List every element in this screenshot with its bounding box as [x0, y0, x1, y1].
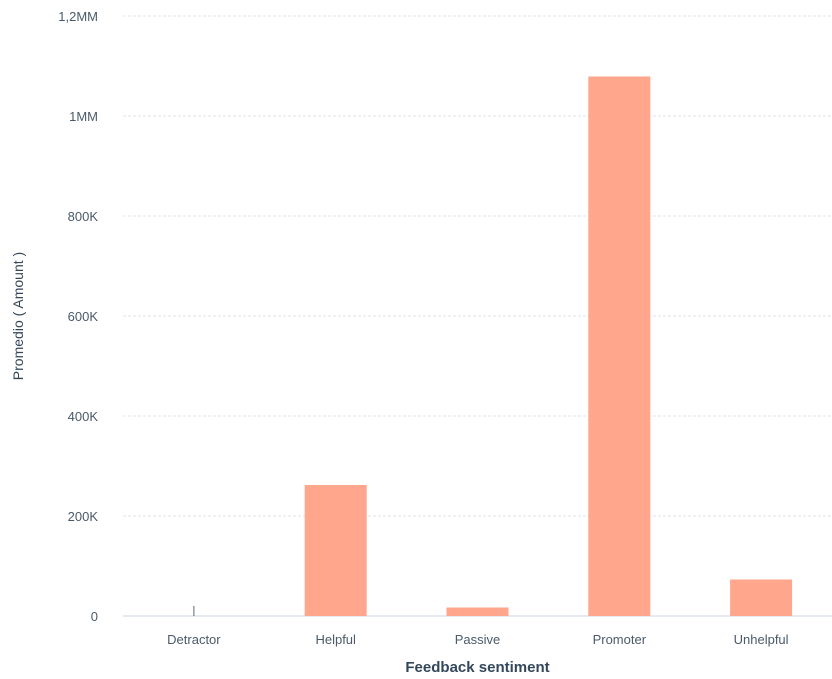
y-tick-label: 1MM [69, 109, 98, 124]
y-tick-label: 800K [68, 209, 99, 224]
y-axis-title: Promedio ( Amount ) [10, 252, 26, 380]
y-tick-label: 200K [68, 509, 99, 524]
y-tick-label: 600K [68, 309, 99, 324]
bar-passive[interactable] [446, 607, 509, 617]
bar-unhelpful[interactable] [730, 579, 793, 617]
y-tick-label: 0 [91, 609, 98, 624]
x-tick-label: Unhelpful [734, 632, 789, 647]
x-axis-title: Feedback sentiment [405, 659, 549, 676]
y-tick-label: 400K [68, 409, 99, 424]
bar-promoter[interactable] [588, 76, 651, 617]
x-tick-label: Promoter [593, 632, 647, 647]
y-tick-label: 1,2MM [58, 9, 98, 24]
x-axis-ticks: Detractor Helpful Passive Promoter Unhelpful [167, 632, 789, 647]
gridlines [123, 15, 832, 517]
x-tick-label: Detractor [167, 632, 221, 647]
y-axis-ticks: 0 200K 400K 600K 800K 1MM 1,2MM [58, 9, 98, 624]
x-tick-label: Passive [455, 632, 501, 647]
bars [193, 76, 793, 617]
bar-helpful[interactable] [304, 485, 367, 616]
x-tick-label: Helpful [315, 632, 356, 647]
